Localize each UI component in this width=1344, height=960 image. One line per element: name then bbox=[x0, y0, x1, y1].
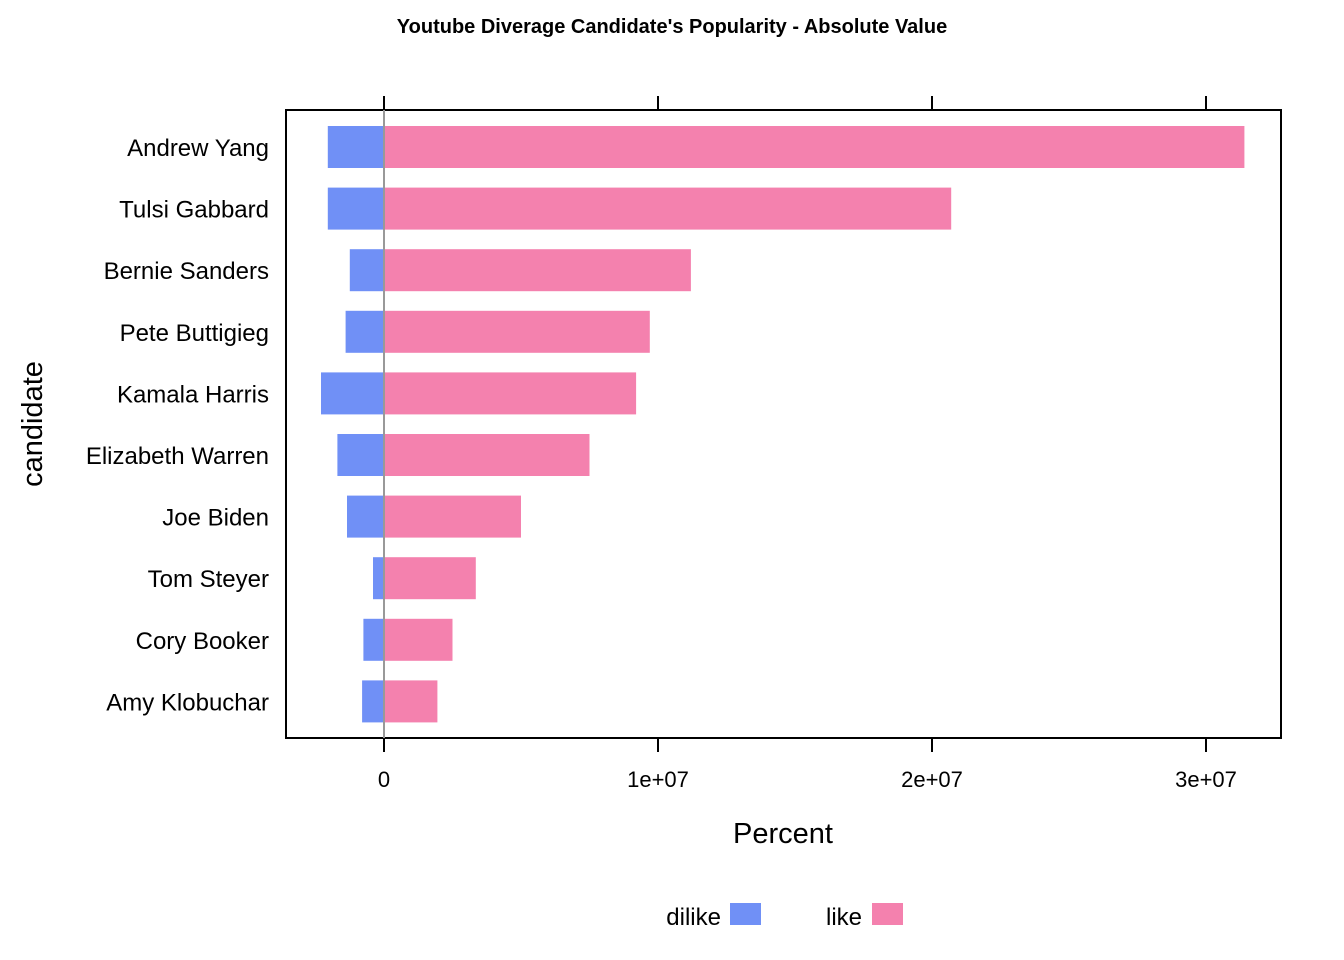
bar-like-joe-biden bbox=[384, 495, 521, 538]
bar-dilike-joe-biden bbox=[347, 495, 384, 538]
category-label: Elizabeth Warren bbox=[86, 443, 269, 470]
bar-dilike-amy-klobuchar bbox=[362, 680, 384, 723]
category-label: Pete Buttigieg bbox=[120, 320, 269, 347]
category-labels: Andrew Yang Tulsi Gabbard Bernie Sanders Pe… bbox=[86, 135, 269, 716]
x-axis-ticks: 0 1e+07 2e+07 3e+07 bbox=[378, 96, 1237, 792]
category-label: Tulsi Gabbard bbox=[119, 197, 269, 224]
bar-like-tom-steyer bbox=[384, 557, 476, 600]
category-label: Joe Biden bbox=[162, 505, 269, 532]
x-axis-title: Percent bbox=[733, 818, 833, 850]
category-label: Amy Klobuchar bbox=[106, 689, 269, 716]
category-label: Kamala Harris bbox=[117, 381, 269, 408]
category-label: Cory Booker bbox=[136, 628, 269, 655]
bars-group bbox=[321, 126, 1245, 723]
category-label: Tom Steyer bbox=[148, 566, 269, 593]
x-tick-label: 2e+07 bbox=[901, 767, 963, 792]
x-tick-label: 3e+07 bbox=[1175, 767, 1237, 792]
bar-dilike-bernie-sanders bbox=[349, 249, 385, 292]
category-label: Andrew Yang bbox=[127, 135, 269, 162]
legend-swatch-dilike bbox=[730, 903, 761, 925]
y-axis-title: candidate bbox=[17, 361, 49, 487]
legend-label-like: like bbox=[826, 904, 862, 931]
category-label: Bernie Sanders bbox=[104, 258, 269, 285]
bar-dilike-pete-buttigieg bbox=[345, 310, 384, 353]
bar-like-andrew-yang bbox=[384, 126, 1245, 168]
plot-frame bbox=[285, 109, 1282, 739]
bar-like-elizabeth-warren bbox=[384, 434, 590, 476]
bar-like-kamala-harris bbox=[384, 372, 637, 415]
x-tick-label: 1e+07 bbox=[627, 767, 689, 792]
bar-dilike-andrew-yang bbox=[327, 126, 384, 168]
legend: dilike like bbox=[666, 903, 903, 931]
chart-title: Youtube Diverage Candidate's Popularity … bbox=[397, 16, 947, 38]
bar-dilike-elizabeth-warren bbox=[337, 434, 384, 476]
bar-dilike-kamala-harris bbox=[321, 372, 384, 415]
bar-like-pete-buttigieg bbox=[384, 310, 650, 353]
bar-dilike-tom-steyer bbox=[373, 557, 384, 600]
bar-like-cory-booker bbox=[384, 618, 453, 661]
bar-dilike-cory-booker bbox=[363, 618, 384, 661]
bar-dilike-tulsi-gabbard bbox=[327, 187, 384, 230]
x-tick-label: 0 bbox=[378, 767, 390, 792]
bar-like-amy-klobuchar bbox=[384, 680, 438, 723]
legend-label-dilike: dilike bbox=[666, 904, 721, 931]
bar-like-tulsi-gabbard bbox=[384, 187, 952, 230]
legend-swatch-like bbox=[872, 903, 903, 925]
bar-like-bernie-sanders bbox=[384, 249, 691, 292]
